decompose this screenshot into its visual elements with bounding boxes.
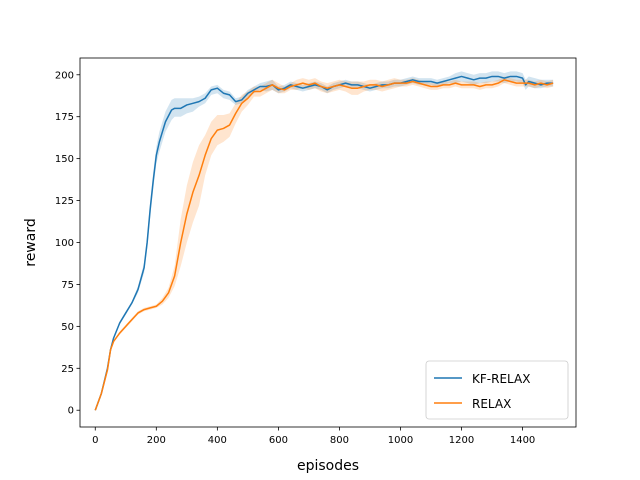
x-tick-label: 1400 bbox=[510, 435, 535, 446]
band-kf-relax bbox=[95, 71, 554, 411]
y-axis-label: reward bbox=[23, 218, 39, 267]
legend-label-relax: RELAX bbox=[472, 397, 511, 411]
x-axis-label: episodes bbox=[297, 458, 359, 474]
y-tick-label: 25 bbox=[61, 364, 74, 375]
y-tick-label: 200 bbox=[55, 70, 74, 81]
x-tick-label: 400 bbox=[208, 435, 227, 446]
y-tick-label: 0 bbox=[68, 406, 74, 417]
x-tick-label: 1000 bbox=[388, 435, 413, 446]
series-line-kf-relax bbox=[94, 75, 554, 411]
series-line-relax bbox=[94, 79, 554, 411]
y-tick-label: 50 bbox=[61, 322, 74, 333]
band-relax bbox=[95, 76, 554, 411]
x-tick-label: 1200 bbox=[449, 435, 474, 446]
x-axis-ticks: 0 200 400 600 800 1000 1200 1400 bbox=[92, 427, 535, 446]
y-tick-label: 150 bbox=[55, 154, 74, 165]
x-tick-label: 800 bbox=[330, 435, 349, 446]
y-tick-label: 75 bbox=[61, 280, 74, 291]
y-tick-label: 175 bbox=[55, 112, 74, 123]
confidence-bands bbox=[95, 71, 554, 411]
x-tick-label: 0 bbox=[92, 435, 98, 446]
legend-label-kf-relax: KF-RELAX bbox=[472, 372, 530, 386]
legend: KF-RELAX RELAX bbox=[425, 360, 569, 420]
legend-box bbox=[425, 360, 569, 420]
series-lines bbox=[94, 75, 554, 411]
y-tick-label: 100 bbox=[55, 238, 74, 249]
y-axis-ticks: 0 25 50 75 100 125 150 175 200 bbox=[55, 70, 80, 417]
y-tick-label: 125 bbox=[55, 196, 74, 207]
x-tick-label: 200 bbox=[147, 435, 166, 446]
x-tick-label: 600 bbox=[269, 435, 288, 446]
